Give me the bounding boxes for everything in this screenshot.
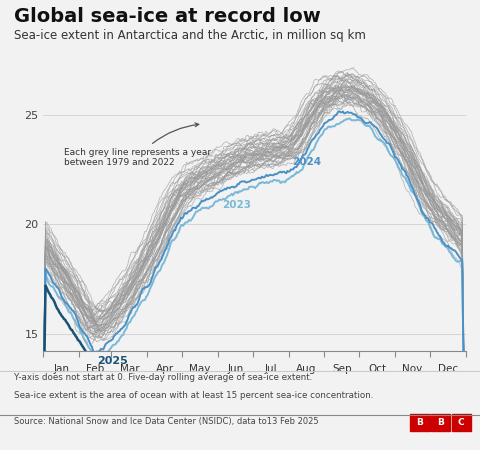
Text: Oct: Oct xyxy=(368,364,386,374)
Text: Source: National Snow and Ice Data Center (NSIDC), data to13 Feb 2025: Source: National Snow and Ice Data Cente… xyxy=(14,417,319,426)
Text: 2025: 2025 xyxy=(97,356,128,366)
Point xyxy=(89,363,97,370)
Text: Feb: Feb xyxy=(86,364,105,374)
Text: Dec: Dec xyxy=(438,364,458,374)
Text: Sep: Sep xyxy=(332,364,351,374)
Text: Jul: Jul xyxy=(264,364,277,374)
Text: Aug: Aug xyxy=(296,364,317,374)
Text: Mar: Mar xyxy=(120,364,139,374)
Text: B: B xyxy=(417,418,423,427)
Text: Jan: Jan xyxy=(53,364,69,374)
Text: Jun: Jun xyxy=(227,364,243,374)
Text: B: B xyxy=(437,418,444,427)
Text: Nov: Nov xyxy=(402,364,422,374)
Text: May: May xyxy=(189,364,211,374)
Text: Sea-ice extent in Antarctica and the Arctic, in million sq km: Sea-ice extent in Antarctica and the Arc… xyxy=(14,29,366,42)
Text: 2024: 2024 xyxy=(292,157,321,167)
Text: Sea-ice extent is the area of ocean with at least 15 percent sea-ice concentrati: Sea-ice extent is the area of ocean with… xyxy=(14,391,374,400)
Text: Each grey line represents a year
between 1979 and 2022: Each grey line represents a year between… xyxy=(64,123,211,167)
Text: C: C xyxy=(458,418,465,427)
Text: Apr: Apr xyxy=(156,364,174,374)
Text: Global sea-ice at record low: Global sea-ice at record low xyxy=(14,7,321,26)
Text: 2023: 2023 xyxy=(223,200,252,210)
Text: Y-axis does not start at 0. Five-day rolling average of sea-ice extent.: Y-axis does not start at 0. Five-day rol… xyxy=(14,374,312,382)
